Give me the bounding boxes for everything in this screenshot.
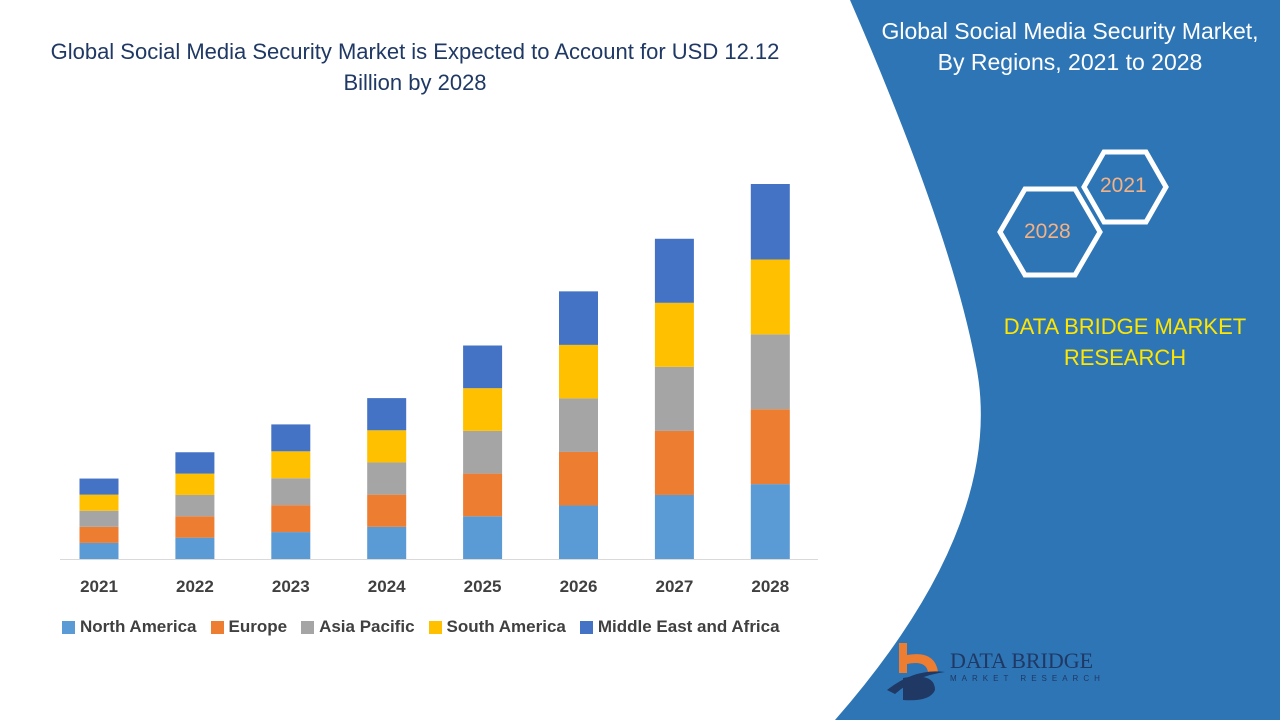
bar-segment bbox=[654, 494, 694, 559]
bar-segment bbox=[367, 526, 407, 559]
bar-segment bbox=[750, 409, 790, 485]
bar-segment bbox=[559, 291, 598, 345]
bar-segment bbox=[559, 398, 598, 452]
bar-segment bbox=[750, 259, 790, 335]
bar-segment bbox=[654, 238, 694, 303]
bar-segment bbox=[750, 184, 790, 260]
hexagon-2021 bbox=[1081, 149, 1169, 225]
legend-label: Asia Pacific bbox=[319, 617, 415, 636]
bar-segment bbox=[271, 478, 311, 506]
bar-segment bbox=[367, 430, 407, 463]
legend-item: North America bbox=[62, 617, 197, 637]
side-panel-title: Global Social Media Security Market, By … bbox=[881, 18, 1259, 75]
bar-segment bbox=[271, 424, 311, 452]
bar-segment bbox=[463, 345, 503, 389]
bar-segment bbox=[79, 542, 119, 559]
bar-segment bbox=[463, 388, 503, 431]
legend-label: Europe bbox=[228, 617, 288, 636]
bar-segment bbox=[463, 430, 503, 474]
legend-item: Middle East and Africa bbox=[579, 617, 780, 637]
bar-segment bbox=[79, 494, 119, 511]
bar-segment bbox=[367, 462, 407, 495]
bar-segment bbox=[79, 478, 119, 495]
bar-segment bbox=[559, 451, 598, 506]
x-tick-label: 2023 bbox=[272, 577, 310, 596]
legend-label: North America bbox=[80, 617, 197, 636]
bar-segment bbox=[463, 473, 503, 517]
legend-item: South America bbox=[428, 617, 566, 637]
bar-segment bbox=[271, 451, 311, 479]
bar-segment bbox=[79, 526, 119, 543]
bar-segment bbox=[654, 366, 694, 431]
x-tick-label: 2025 bbox=[464, 577, 502, 596]
x-tick-label: 2026 bbox=[560, 577, 598, 596]
legend-swatch bbox=[62, 620, 75, 634]
bar-segment bbox=[271, 505, 311, 533]
hex-label-2021: 2021 bbox=[1100, 174, 1147, 197]
x-tick-label: 2027 bbox=[655, 577, 693, 596]
bar-segment bbox=[750, 484, 790, 559]
brand-name: DATA BRIDGE MARKET RESEARCH bbox=[1003, 314, 1247, 370]
side-panel bbox=[835, 0, 1280, 720]
bar-segment bbox=[559, 505, 598, 559]
bar-segment bbox=[175, 494, 215, 517]
chart-legend: North America Europe Asia Pacific South Ame… bbox=[62, 617, 780, 637]
x-tick-label: 2021 bbox=[80, 577, 118, 596]
hexagon-2028 bbox=[997, 186, 1103, 278]
logo-icon bbox=[887, 643, 945, 701]
legend-label: Middle East and Africa bbox=[597, 617, 780, 636]
legend-swatch bbox=[301, 620, 315, 634]
logo-text: DATA BRIDGE bbox=[950, 648, 1094, 673]
page-title: Global Social Media Security Market is E… bbox=[50, 39, 780, 95]
bar-segment bbox=[79, 510, 119, 527]
bar-segment bbox=[175, 473, 215, 495]
x-tick-label: 2022 bbox=[176, 577, 214, 596]
bar-segment bbox=[654, 302, 694, 367]
legend-item: Europe bbox=[210, 617, 288, 637]
stacked-bar-chart: 2021 2022 2023 2024 2025 2026 2027 2028 bbox=[60, 184, 818, 596]
legend-item: Asia Pacific bbox=[301, 617, 415, 637]
x-tick-label: 2028 bbox=[751, 577, 789, 596]
x-tick-label: 2024 bbox=[368, 577, 406, 596]
legend-swatch bbox=[428, 620, 442, 634]
bar-segment bbox=[750, 334, 790, 410]
bar-segment bbox=[175, 516, 215, 538]
bar-segment bbox=[175, 537, 215, 559]
bar-segment bbox=[271, 532, 311, 559]
legend-swatch bbox=[210, 620, 224, 634]
bar-segment bbox=[559, 344, 598, 399]
bar-segment bbox=[654, 430, 694, 495]
logo-subtext: MARKET RESEARCH bbox=[950, 674, 1105, 683]
legend-swatch bbox=[579, 620, 593, 634]
logo: DATA BRIDGE MARKET RESEARCH bbox=[950, 648, 1105, 683]
legend-label: South America bbox=[446, 617, 566, 636]
bar-segment bbox=[175, 452, 215, 474]
hex-label-2028: 2028 bbox=[1024, 220, 1071, 243]
bar-segment bbox=[463, 516, 503, 559]
bar-segment bbox=[367, 398, 407, 431]
bar-segment bbox=[367, 494, 407, 527]
